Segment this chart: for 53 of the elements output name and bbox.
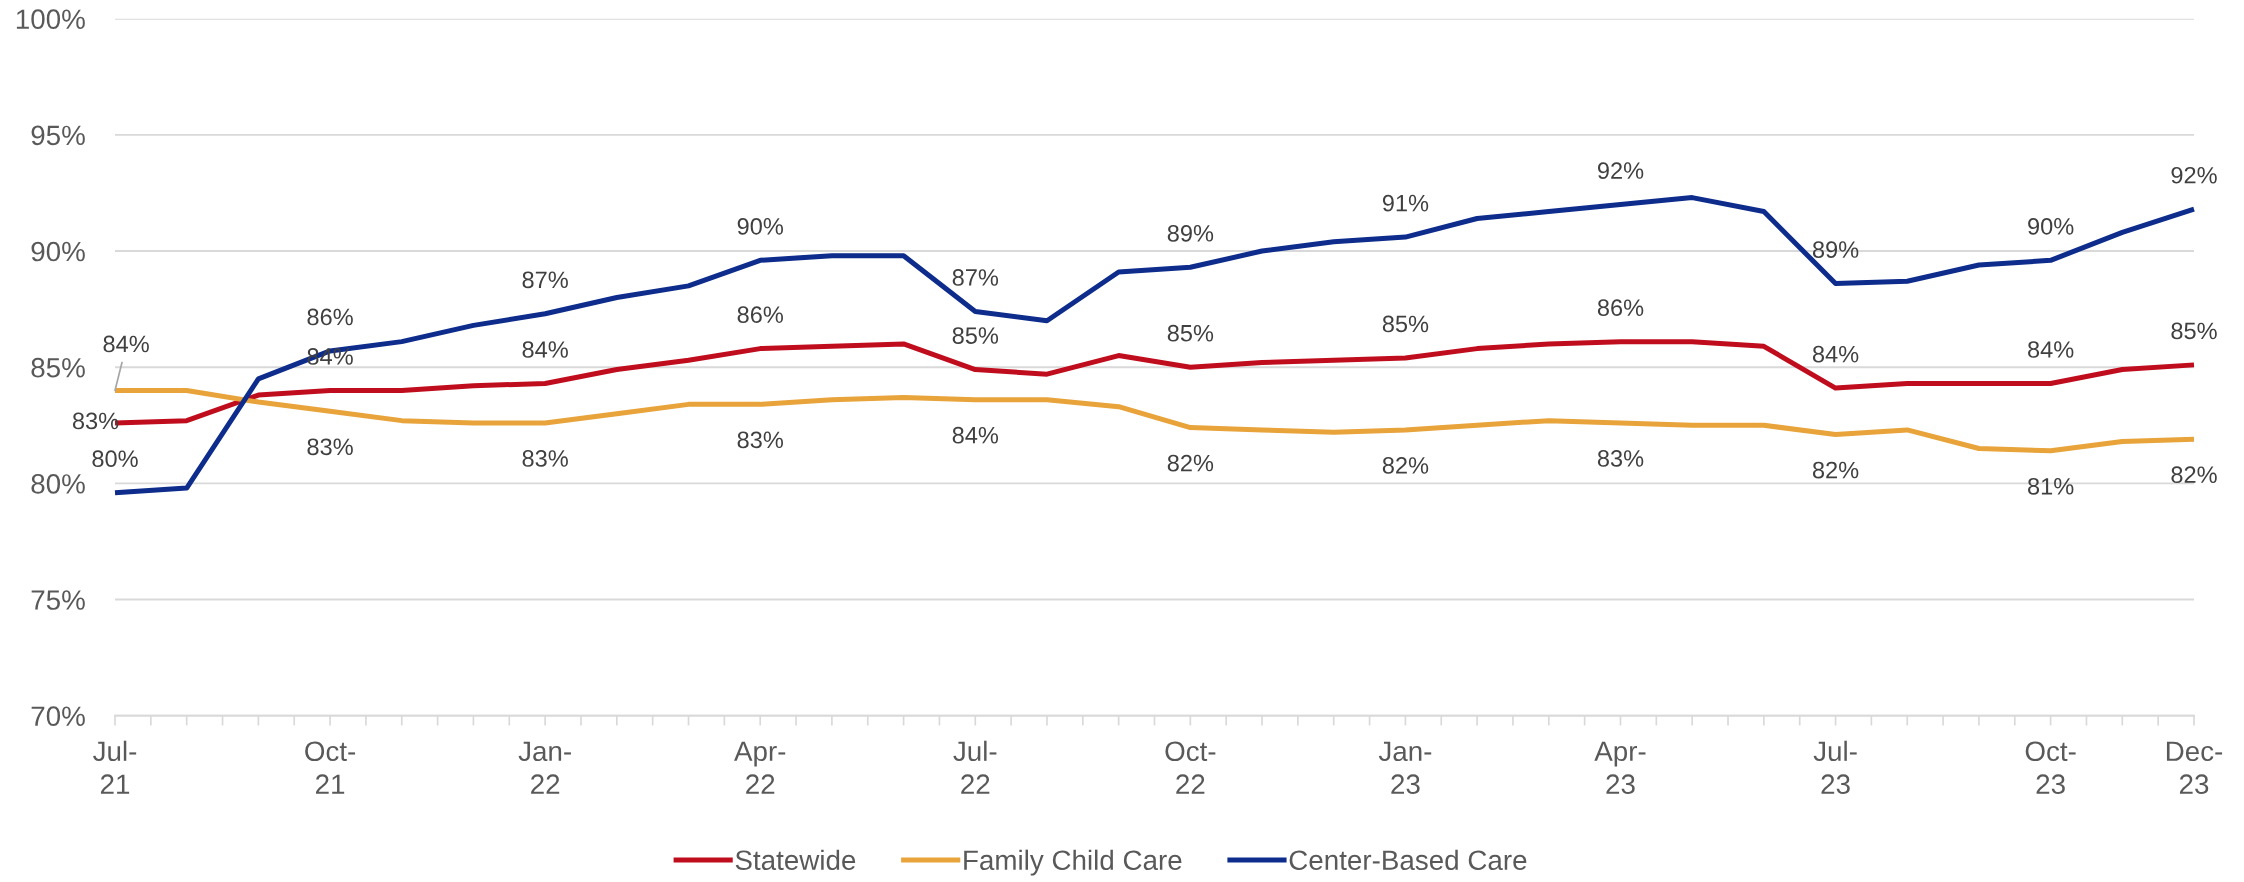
data-label: 90% — [737, 218, 783, 235]
data-label: 80% — [92, 450, 138, 468]
data-label: 84% — [103, 335, 149, 353]
data-label: 83% — [72, 412, 119, 430]
data-label: 83% — [1597, 450, 1644, 467]
legend-label: Statewide — [735, 849, 856, 871]
data-label: 91% — [1382, 194, 1429, 212]
data-label: 86% — [737, 306, 783, 324]
data-label: 83% — [307, 438, 353, 456]
y-tick-label: 70% — [31, 706, 85, 727]
data-label: 81% — [2028, 477, 2074, 495]
y-tick-label: 100% — [16, 9, 85, 30]
data-label: 92% — [2171, 166, 2217, 184]
x-tick-label: Jul-21 — [93, 740, 137, 794]
data-label: 83% — [522, 450, 568, 467]
legend-label: Family Child Care — [964, 849, 1182, 876]
data-label: 84% — [522, 341, 568, 358]
x-tick-label: Oct-22 — [1165, 741, 1216, 794]
data-label: 82% — [2171, 466, 2217, 484]
legend-label: Center-Based Care — [1289, 849, 1527, 871]
y-tick-label: 90% — [31, 241, 85, 262]
data-label: 83% — [737, 431, 783, 449]
x-tick-label: Apr-23 — [1594, 741, 1646, 795]
data-label: 86% — [307, 308, 353, 326]
x-tick-label: Apr-22 — [734, 741, 786, 794]
data-label: 82% — [1382, 457, 1429, 474]
data-label: 89% — [1812, 241, 1859, 258]
data-label: 87% — [522, 271, 568, 289]
y-tick-label: 75% — [31, 590, 85, 610]
data-label: 87% — [952, 269, 999, 286]
data-label: 85% — [1382, 315, 1429, 333]
x-tick-label: Jul-23 — [1813, 740, 1857, 795]
x-tick-label: Oct-21 — [305, 741, 356, 794]
data-label: 85% — [952, 327, 999, 344]
data-label: 92% — [1597, 162, 1644, 179]
data-label: 82% — [1812, 461, 1859, 479]
y-tick-label: 85% — [31, 357, 85, 378]
x-tick-label: Oct-23 — [2025, 741, 2076, 795]
data-label: 84% — [2028, 341, 2074, 358]
data-label: 82% — [1167, 454, 1214, 472]
data-label: 90% — [2028, 218, 2074, 235]
x-tick-label: Dec-23 — [2166, 741, 2223, 795]
data-label: 84% — [1812, 345, 1859, 363]
data-label: 85% — [1167, 324, 1214, 342]
data-label: 89% — [1167, 224, 1214, 242]
x-tick-label: Jan-22 — [518, 741, 571, 794]
data-label: 86% — [1597, 299, 1644, 317]
data-label: 84% — [952, 426, 999, 444]
y-tick-label: 80% — [31, 474, 85, 494]
y-tick-label: 95% — [31, 125, 85, 146]
x-tick-label: Jan-23 — [1378, 741, 1432, 795]
x-tick-label: Jul-22 — [953, 740, 997, 794]
data-label: 85% — [2171, 322, 2217, 340]
